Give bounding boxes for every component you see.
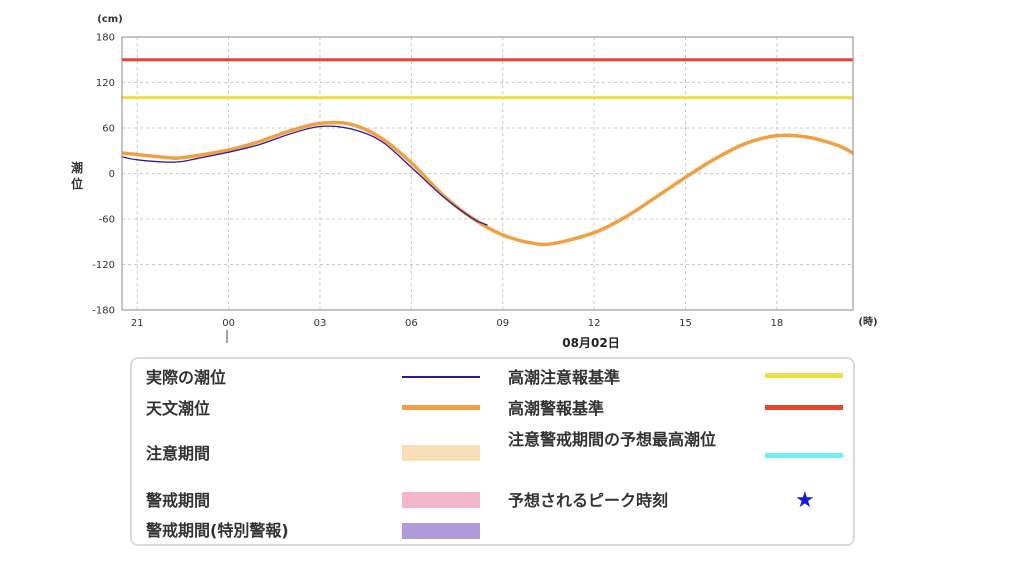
y-tick-labels: 180 120 60 0 -60 -120 -180 [92, 33, 115, 317]
legend-label-forecast-max-tide: 注意警戒期間の予想最高潮位 [508, 430, 717, 449]
x-tick-label-7: 18 [770, 318, 783, 329]
y-tick-label-3: 0 [109, 169, 115, 180]
x-tick-label-2: 03 [314, 318, 327, 329]
legend-swatch-caution-period [402, 445, 480, 461]
star-icon: ★ [795, 488, 815, 513]
svg-text:潮: 潮 [71, 160, 83, 175]
y-tick-label-4: -60 [99, 215, 115, 226]
legend-swatch-forecast-max-tide [765, 453, 843, 458]
legend-label-storm-surge-warning: 高潮警報基準 [508, 399, 605, 418]
y-tick-label-0: 180 [96, 33, 115, 44]
threshold-lines [122, 58, 853, 100]
legend-label-warning-period: 警戒期間 [146, 491, 211, 510]
legend-label-caution-period: 注意期間 [146, 444, 211, 463]
legend-label-storm-surge-advisory: 高潮注意報基準 [508, 368, 621, 387]
y-axis-title: 潮 位 [71, 160, 83, 191]
legend-label-special-warning-period: 警戒期間(特別警報) [146, 521, 289, 540]
chart-grid [122, 36, 853, 311]
y-tick-label-5: -120 [92, 260, 115, 271]
y-unit-label: (cm) [97, 14, 123, 25]
x-tick-label-6: 15 [679, 318, 692, 329]
legend-label-astronomical-tide: 天文潮位 [146, 399, 211, 418]
legend-swatch-astronomical-tide [402, 405, 480, 410]
legend-label-peak-time: 予想されるピーク時刻 [508, 491, 669, 510]
tide-chart: 180 120 60 0 -60 -120 -180 21 00 03 06 09 12 15 18 (c… [71, 14, 878, 350]
x-tick-label-5: 12 [588, 318, 601, 329]
legend-label-actual-tide: 実際の潮位 [146, 368, 227, 387]
chart-series [121, 120, 854, 247]
x-tick-label-0: 21 [131, 318, 144, 329]
legend-swatch-special-warning-period [402, 523, 480, 539]
series-line-1 [121, 125, 488, 226]
legend-swatch-actual-tide [402, 376, 480, 378]
legend-swatch-storm-surge-advisory [765, 373, 843, 378]
date-label: 08月02日 [562, 336, 619, 350]
series-line-0 [121, 120, 854, 247]
x-tick-label-4: 09 [496, 318, 509, 329]
legend-swatch-storm-surge-warning [765, 405, 843, 410]
x-tick-labels: 21 00 03 06 09 12 15 18 [131, 318, 783, 329]
y-tick-label-1: 120 [96, 78, 115, 89]
x-tick-label-1: 00 [222, 318, 235, 329]
svg-text:位: 位 [71, 176, 83, 191]
legend-swatch-warning-period [402, 492, 480, 508]
y-tick-label-6: -180 [92, 306, 115, 317]
legend: 実際の潮位 天文潮位 注意期間 警戒期間 警戒期間(特別警報) 高潮注意報基準 … [130, 357, 855, 546]
x-tick-label-3: 06 [405, 318, 418, 329]
y-tick-label-2: 60 [102, 124, 115, 135]
plot-frame [121, 36, 854, 311]
x-unit-label: (時) [858, 315, 877, 328]
